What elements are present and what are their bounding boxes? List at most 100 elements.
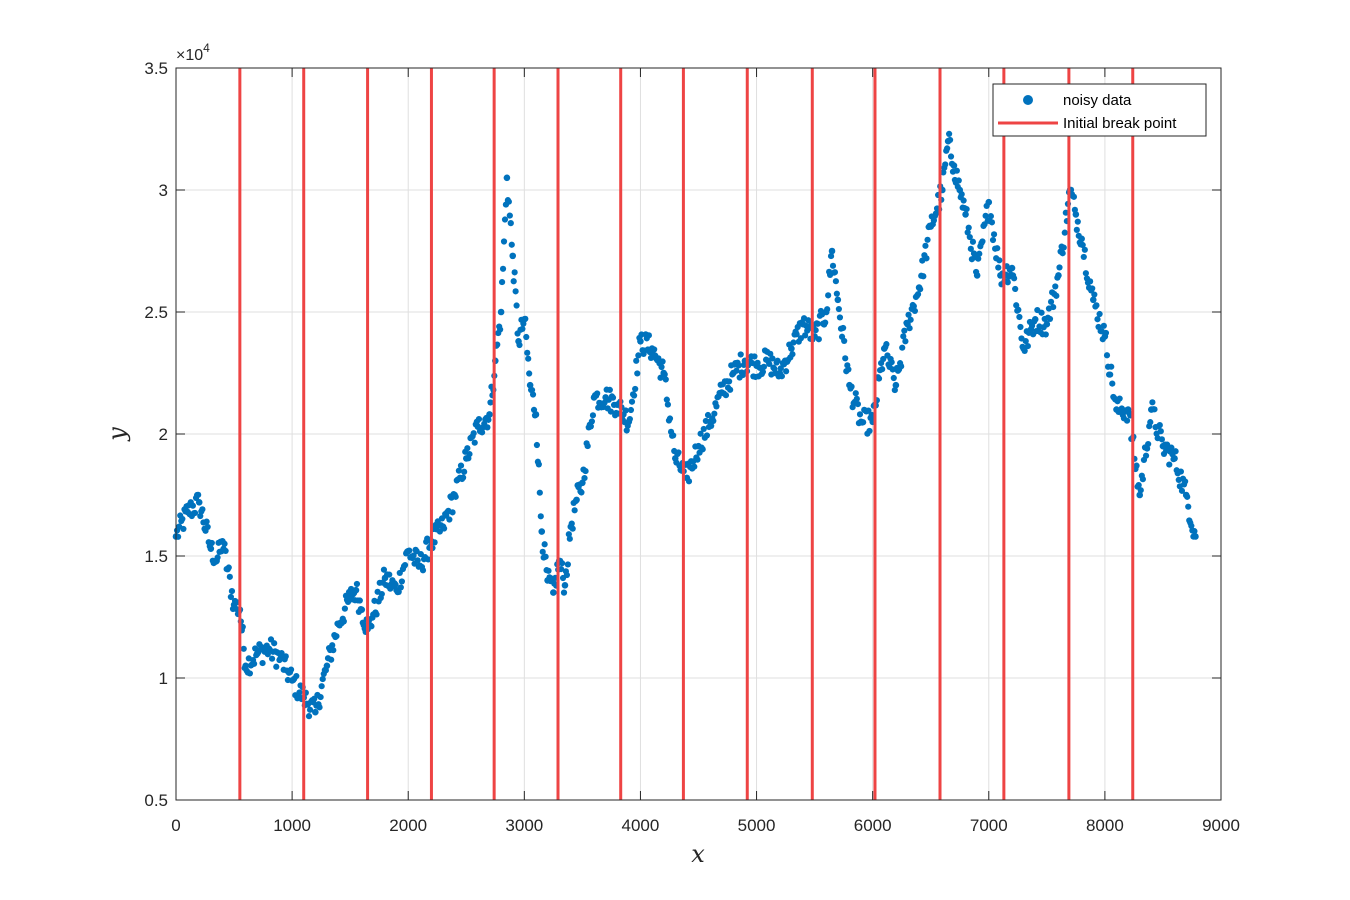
data-point bbox=[475, 416, 483, 423]
data-point bbox=[293, 672, 300, 680]
y-exponent-label: ×104 bbox=[176, 41, 210, 64]
data-point bbox=[1107, 371, 1114, 378]
data-point bbox=[713, 403, 720, 410]
data-point bbox=[1116, 395, 1123, 402]
data-point bbox=[964, 229, 971, 236]
data-point bbox=[356, 597, 363, 604]
data-point bbox=[963, 206, 970, 213]
data-point bbox=[392, 581, 399, 588]
data-point bbox=[511, 269, 518, 276]
data-point bbox=[538, 528, 546, 535]
data-point bbox=[1149, 399, 1156, 406]
data-point bbox=[852, 390, 859, 397]
data-point bbox=[1004, 279, 1011, 286]
data-point bbox=[637, 337, 644, 345]
data-point bbox=[316, 704, 323, 711]
data-point bbox=[455, 467, 462, 474]
data-point bbox=[414, 557, 421, 564]
data-point bbox=[627, 406, 635, 414]
data-point bbox=[319, 675, 326, 683]
data-point bbox=[1093, 302, 1100, 309]
x-tick-label: 7000 bbox=[970, 816, 1008, 835]
data-point bbox=[848, 383, 855, 390]
data-point bbox=[1139, 476, 1146, 483]
data-point bbox=[328, 656, 335, 663]
legend-box bbox=[992, 83, 1207, 137]
data-point bbox=[1123, 417, 1131, 424]
data-point bbox=[329, 642, 336, 649]
data-point bbox=[1047, 298, 1055, 305]
data-point bbox=[457, 462, 465, 469]
data-point bbox=[323, 662, 331, 670]
data-point bbox=[711, 410, 718, 417]
x-tick-label: 4000 bbox=[622, 816, 660, 835]
data-point bbox=[401, 561, 409, 569]
data-point bbox=[1168, 444, 1175, 451]
data-point bbox=[946, 130, 953, 137]
data-point bbox=[180, 525, 187, 533]
data-point bbox=[703, 432, 711, 439]
data-point bbox=[783, 368, 790, 375]
data-point bbox=[513, 302, 520, 309]
y-tick-label: 3 bbox=[159, 181, 168, 200]
data-point bbox=[1191, 528, 1198, 535]
data-point bbox=[589, 412, 597, 419]
data-point bbox=[533, 441, 541, 449]
data-point bbox=[271, 640, 278, 647]
data-point bbox=[1171, 455, 1178, 462]
data-point bbox=[982, 212, 989, 219]
data-point bbox=[659, 358, 666, 365]
data-point bbox=[965, 224, 972, 231]
data-point bbox=[1074, 218, 1081, 225]
data-point bbox=[920, 273, 927, 280]
data-point bbox=[419, 567, 427, 574]
data-point bbox=[1091, 291, 1098, 298]
data-point bbox=[609, 394, 617, 401]
x-tick-label: 6000 bbox=[854, 816, 892, 835]
data-point bbox=[1136, 491, 1144, 499]
data-point bbox=[484, 424, 491, 431]
data-point bbox=[208, 539, 215, 547]
data-point bbox=[397, 584, 404, 591]
data-point bbox=[960, 197, 967, 204]
data-point bbox=[767, 350, 774, 357]
data-point bbox=[769, 355, 776, 362]
data-point bbox=[353, 580, 361, 588]
data-point bbox=[446, 516, 453, 523]
data-point bbox=[561, 581, 569, 589]
data-point bbox=[1089, 296, 1097, 304]
data-point bbox=[793, 331, 800, 338]
data-point bbox=[726, 378, 733, 385]
data-point bbox=[670, 432, 677, 439]
data-point bbox=[282, 653, 289, 660]
data-point bbox=[175, 533, 182, 540]
data-point bbox=[700, 425, 707, 433]
data-point bbox=[500, 238, 508, 245]
data-point bbox=[710, 417, 717, 425]
data-point bbox=[380, 566, 388, 573]
data-point bbox=[406, 547, 413, 554]
legend[interactable]: noisy data Initial break point bbox=[992, 83, 1207, 137]
data-point bbox=[987, 213, 994, 220]
data-point bbox=[899, 344, 906, 351]
data-point bbox=[829, 262, 837, 269]
data-point bbox=[588, 418, 595, 425]
data-point bbox=[1147, 419, 1154, 426]
data-point bbox=[727, 386, 734, 393]
data-point bbox=[1166, 461, 1173, 468]
data-point bbox=[1046, 315, 1054, 323]
data-point bbox=[519, 325, 526, 333]
data-point bbox=[564, 561, 571, 568]
data-point bbox=[545, 567, 552, 574]
data-point bbox=[1021, 347, 1028, 355]
data-point bbox=[1072, 211, 1080, 218]
data-point bbox=[841, 337, 848, 345]
data-point bbox=[822, 319, 829, 326]
data-point bbox=[985, 198, 993, 206]
data-point bbox=[560, 589, 568, 596]
data-point bbox=[330, 647, 337, 654]
break-lines bbox=[238, 68, 1135, 800]
data-point bbox=[788, 345, 795, 352]
data-point bbox=[1062, 209, 1069, 216]
x-tick-label: 3000 bbox=[505, 816, 543, 835]
